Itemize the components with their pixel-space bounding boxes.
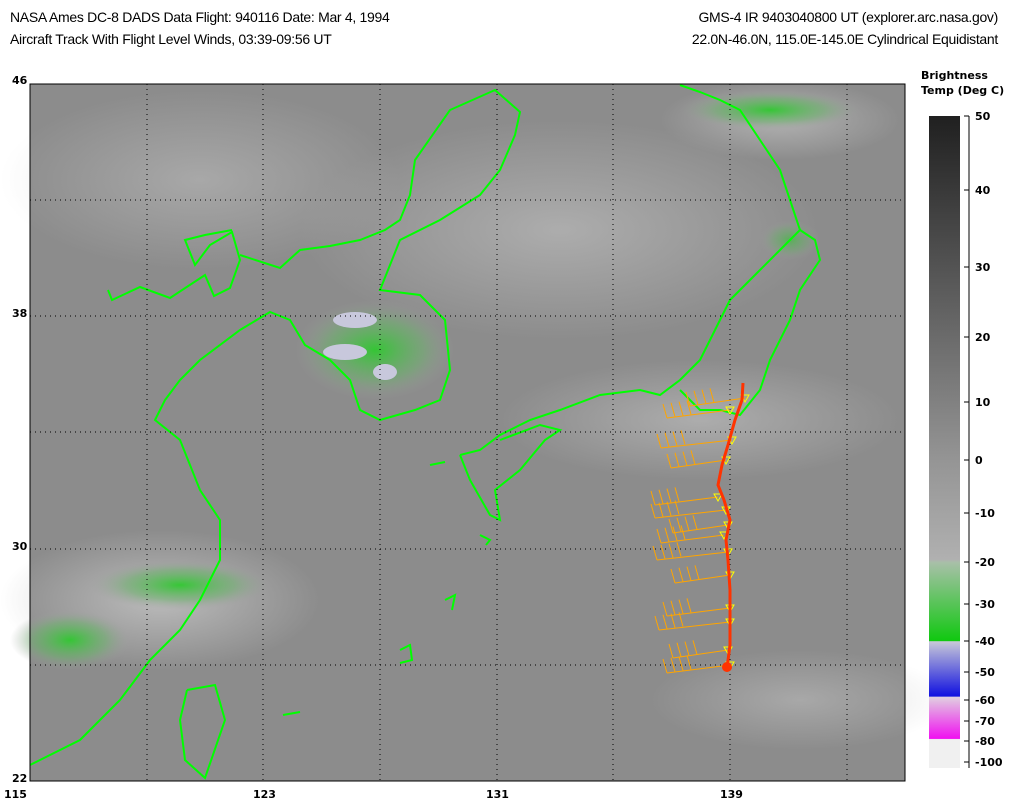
graticule [30,84,905,781]
colorbar-title-line-1: Brightness [921,69,988,82]
lon-label-115: 115 [4,788,27,801]
wind-barb [662,598,731,617]
aircraft-track [716,382,745,669]
coastlines [29,84,822,780]
title-line-1: NASA Ames DC-8 DADS Data Flight: 940116 … [10,9,390,25]
title-line-2: Aircraft Track With Flight Level Winds, … [10,31,332,47]
wind-barb [668,640,729,659]
wind-barb [670,565,731,584]
track-endpoint [722,662,732,672]
lon-label-139: 139 [720,788,743,801]
lat-label-46: 46 [12,74,28,87]
colorbar-tick-label: 20 [975,331,991,344]
wind-barb [662,400,731,419]
map-frame [29,83,906,782]
wind-barb [685,388,746,407]
colorbar-tick-label: 50 [975,110,991,123]
colorbar-title: Brightness Temp (Deg C) [921,68,1004,98]
wind-barb [652,542,729,561]
lon-label-123: 123 [253,788,276,801]
lat-label-30: 30 [12,540,28,553]
colorbar-tick-label: -60 [975,694,995,707]
lat-label-38: 38 [12,307,27,320]
colorbar-tick-label: -10 [975,507,995,520]
wind-barb [668,515,729,534]
colorbar-tick-label: -100 [975,756,1003,769]
lon-label-131: 131 [486,788,509,801]
wind-barb [656,430,733,449]
lat-label-22: 22 [12,772,27,785]
wind-barbs [650,388,750,674]
track-marker [713,493,723,503]
colorbar-tick-label: 30 [975,261,991,274]
wind-barb [654,612,731,631]
colorbar-title-line-2: Temp (Deg C) [921,84,1005,97]
colorbar-tick-label: 40 [975,184,991,197]
colorbar-tick-label: -40 [975,635,995,648]
colorbar-tick-label: -20 [975,556,995,569]
source-line: GMS-4 IR 9403040800 UT (explorer.arc.nas… [698,9,998,25]
wind-barb [650,487,719,506]
colorbar-tick-label: -30 [975,598,995,611]
colorbar-tick-label: -70 [975,715,995,728]
wind-barb [662,655,731,674]
wind-barb [656,525,725,544]
colorbar-tick-label: -50 [975,666,995,679]
wind-barb [666,450,727,469]
colorbar-tick-label: 10 [975,396,991,409]
wind-barb [650,500,727,519]
satellite-image [0,80,950,781]
colorbar-tick-label: 0 [975,454,983,467]
track-marker [725,406,735,416]
colorbar-ticks: 50 40 30 20 10 0 -10 -20 -30 -40 -50 -60 -70 -80 -100 [964,110,1003,769]
projection-line: 22.0N-46.0N, 115.0E-145.0E Cylindrical E… [691,31,998,47]
colorbar [929,116,960,768]
colorbar-tick-label: -80 [975,735,995,748]
